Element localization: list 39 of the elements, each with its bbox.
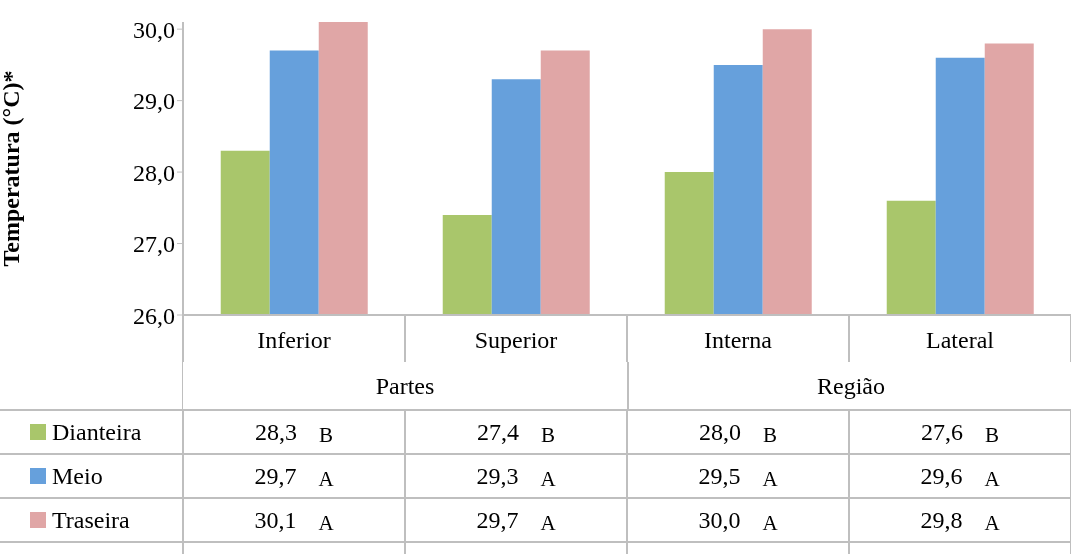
- data-label: 27,6: [920, 418, 963, 446]
- text: B: [984, 422, 999, 448]
- legend-label: Meio: [52, 462, 103, 490]
- data-label: 30,0: [698, 506, 741, 534]
- text: A: [762, 510, 778, 536]
- y-tick-label: 26,0: [133, 302, 175, 329]
- y-axis-title: Temperatura (°C)*: [0, 70, 24, 267]
- y-tick-label: 28,0: [133, 159, 175, 186]
- text: A: [984, 466, 1000, 492]
- x-tick-label: Superior: [474, 327, 558, 354]
- text: A: [762, 466, 778, 492]
- text: A: [318, 510, 334, 536]
- data-label: 29,7: [254, 462, 297, 490]
- text: Partes: [183, 362, 627, 410]
- data-label: 29,7: [476, 506, 519, 534]
- text: A: [540, 466, 556, 492]
- text: B: [318, 422, 333, 448]
- data-label: 29,3: [476, 462, 519, 490]
- data-label: 28,0: [698, 418, 741, 446]
- data-label: 28,3: [254, 418, 297, 446]
- text: A: [318, 466, 334, 492]
- legend-label: Dianteira: [52, 418, 142, 446]
- text: Região: [627, 362, 1071, 410]
- x-tick-label: Interna: [704, 327, 773, 354]
- x-tick-label: Lateral: [926, 327, 995, 354]
- y-tick-label: 30,0: [133, 16, 175, 43]
- x-tick-label: Inferior: [257, 327, 331, 354]
- y-tick-label: 29,0: [133, 88, 175, 115]
- data-label: 30,1: [254, 506, 297, 534]
- data-label: 29,6: [920, 462, 963, 490]
- data-label: 27,4: [476, 418, 519, 446]
- legend-label: Traseira: [52, 506, 130, 534]
- text: B: [762, 422, 777, 448]
- text: A: [540, 510, 556, 536]
- text: A: [984, 510, 1000, 536]
- data-label: 29,8: [920, 506, 963, 534]
- text: B: [540, 422, 555, 448]
- y-tick-label: 27,0: [133, 231, 175, 258]
- data-label: 29,5: [698, 462, 741, 490]
